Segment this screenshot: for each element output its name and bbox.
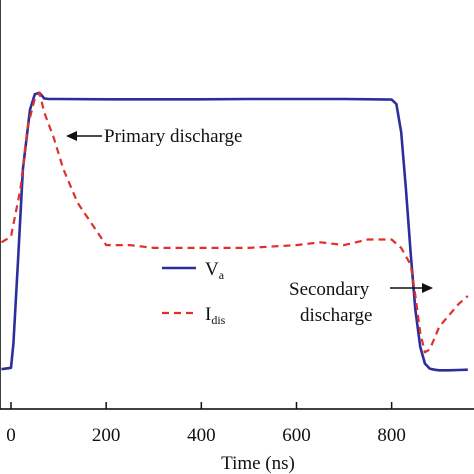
x-axis-ticks: 0 200 400 600 800 [6, 402, 406, 446]
series-layer [0, 91, 469, 372]
annotation-secondary-discharge: Secondary discharge [289, 279, 433, 326]
legend-label-va: Va [205, 259, 225, 282]
x-tick-label-800: 800 [377, 425, 406, 446]
series-line-va [1, 91, 468, 372]
series-line-idis [0, 91, 469, 354]
plot-frame [0, 0, 474, 410]
annotation-primary-arrowhead [66, 131, 77, 141]
annotation-secondary-text-1: Secondary [289, 279, 370, 300]
x-tick-label-200: 200 [92, 425, 121, 446]
legend-label-idis: Idis [205, 304, 226, 327]
legend: Va Idis [162, 259, 226, 327]
annotation-primary-text: Primary discharge [104, 126, 242, 147]
annotation-secondary-arrowhead [422, 283, 433, 293]
x-tick-label-600: 600 [282, 425, 311, 446]
x-tick-label-400: 400 [187, 425, 216, 446]
annotation-primary-discharge: Primary discharge [66, 126, 242, 147]
annotation-secondary-text-2: discharge [300, 305, 372, 326]
x-tick-label-0: 0 [6, 425, 16, 446]
x-axis-title: Time (ns) [221, 453, 295, 474]
